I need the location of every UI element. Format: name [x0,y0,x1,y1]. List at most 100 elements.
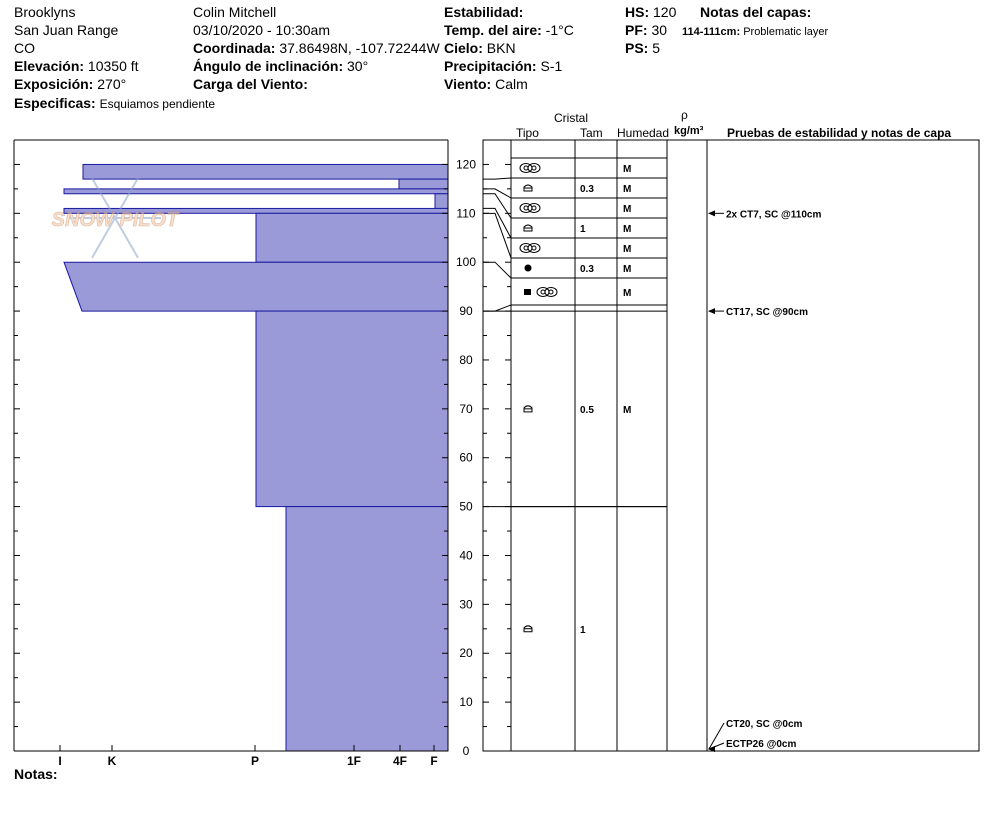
slope-value: 30° [347,58,369,74]
layer-connector [483,207,512,239]
stability-test-label: 2x CT7, SC @110cm [726,209,821,220]
hardness-layer [63,261,449,312]
air-temp-value: -1°C [545,22,574,38]
date-time: 03/10/2020 - 10:30am [193,22,330,38]
layer-table: M0.3 MM1 MM0.3 MM0.5 M1 [482,139,980,752]
pf-row: PF: 30 [625,22,667,38]
ps-row: PS: 5 [625,40,660,56]
moisture-value: M [623,288,631,299]
moisture-value: M [623,405,631,416]
layer-note-text: Problematic layer [743,26,829,38]
depth-tick-label: 40 [459,548,473,562]
depth-tick-label: 120 [456,157,476,171]
depth-tick-label: 20 [459,646,473,660]
aspect-value: 270° [97,76,127,92]
layer-notes-label: Notas del capas: [700,4,812,20]
slope-row: Ángulo de inclinación: 30° [193,58,368,74]
stability-label: Estabilidad: [444,4,524,20]
pf-value: 30 [651,22,668,38]
decomposing-grain-icon [531,245,537,251]
elevation-value: 10350 ft [87,58,139,74]
hardness-tick-label: F [430,754,437,768]
decomposing-grain-icon [527,203,541,213]
stability-test-label: CT17, SC @90cm [726,307,808,318]
aspect-row: Exposición: 270° [14,76,126,92]
grain-size-value: 0.3 [580,184,594,195]
stability-tests: 2x CT7, SC @110cm CT17, SC @90cm CT20, SC … [708,209,821,752]
layer-connector [483,212,512,259]
faceted-grain-icon [523,625,533,633]
specifics-row: Especificas: Esquiamos pendiente [14,95,215,112]
snowpilot-watermark: SNOW PILOT [51,177,180,259]
tam-header: Tam [580,126,603,140]
moisture-value: M [623,184,631,195]
specifics-label: Especificas: [14,95,96,111]
pf-label: PF: [625,22,648,38]
moisture-value: M [623,164,631,175]
coordinate-row: Coordinada: 37.86498N, -107.72244W [193,40,440,56]
depth-tick-label: 90 [459,304,473,318]
coordinate-value: 37.86498N, -107.72244W [279,40,440,56]
moisture-value: M [623,224,631,235]
hardness-tick-label: P [251,754,259,768]
hardness-tick-label: 1F [347,754,361,768]
decomposing-grain-icon [523,205,529,211]
test-arrow-icon [708,210,715,217]
decomposing-grain-icon [531,205,537,211]
stability-test-label: CT20, SC @0cm [726,719,803,730]
layer-note: 114-111cm: Problematic layer [682,24,828,40]
hardness-layer [255,212,449,263]
faceted-grain-icon [523,184,533,192]
sky-label: Cielo: [444,40,483,56]
wind-value: Calm [495,76,528,92]
moisture-value: M [623,264,631,275]
stability-row: Estabilidad: [444,4,523,20]
hardness-tick-label: 4F [393,754,407,768]
layer-connector [483,177,512,180]
wind-row: Viento: Calm [444,76,528,92]
sky-row: Cielo: BKN [444,40,516,56]
hardness-layer [82,163,449,180]
table-frame [482,139,980,752]
hs-label: HS: [625,4,650,20]
layer-connector [483,193,512,219]
wind-load-row: Carga del Viento: [193,76,308,92]
wind-label: Viento: [444,76,492,92]
snowflake-arm [91,217,116,259]
faceted-grain-icon [523,405,533,413]
hardness-layer [434,193,449,209]
decomposing-grain-icon [523,165,529,171]
hardness-tick-label: I [58,754,61,768]
snowflake-arm [114,217,139,259]
rounded-grain-icon [524,264,532,272]
stability-test-label: ECTP26 @0cm [726,739,796,750]
hardness-tick-label: K [108,754,117,768]
precip-value: S-1 [540,58,563,74]
depth-tick-label: 80 [459,353,473,367]
layer-connector [483,188,512,199]
ps-value: 5 [652,40,661,56]
aspect-label: Exposición: [14,76,94,92]
depth-tick-label: 100 [456,255,476,269]
depth-tick-label: 30 [459,597,473,611]
hardness-layer [398,178,449,190]
snowflake-arm [114,177,139,219]
air-temp-row: Temp. del aire: -1°C [444,22,574,38]
hs-value: 120 [653,4,677,20]
test-pointer [708,722,725,750]
tipo-header: Tipo [516,126,539,140]
decomposing-grain-icon [523,245,529,251]
precip-row: Precipitación: S-1 [444,58,562,74]
grain-size-value: 0.5 [580,405,594,416]
elevation-row: Elevación: 10350 ft [14,58,139,74]
layer-connector [483,261,512,279]
layer-connector [483,304,512,312]
grain-size-value: 1 [580,224,586,235]
moisture-value: M [623,204,631,215]
depth-tick-label: 0 [463,744,470,758]
depth-tick-label: 10 [459,695,473,709]
depth-tick-label: 60 [459,451,473,465]
hardness-layer [63,188,449,195]
humedad-header: Humedad [617,126,670,140]
